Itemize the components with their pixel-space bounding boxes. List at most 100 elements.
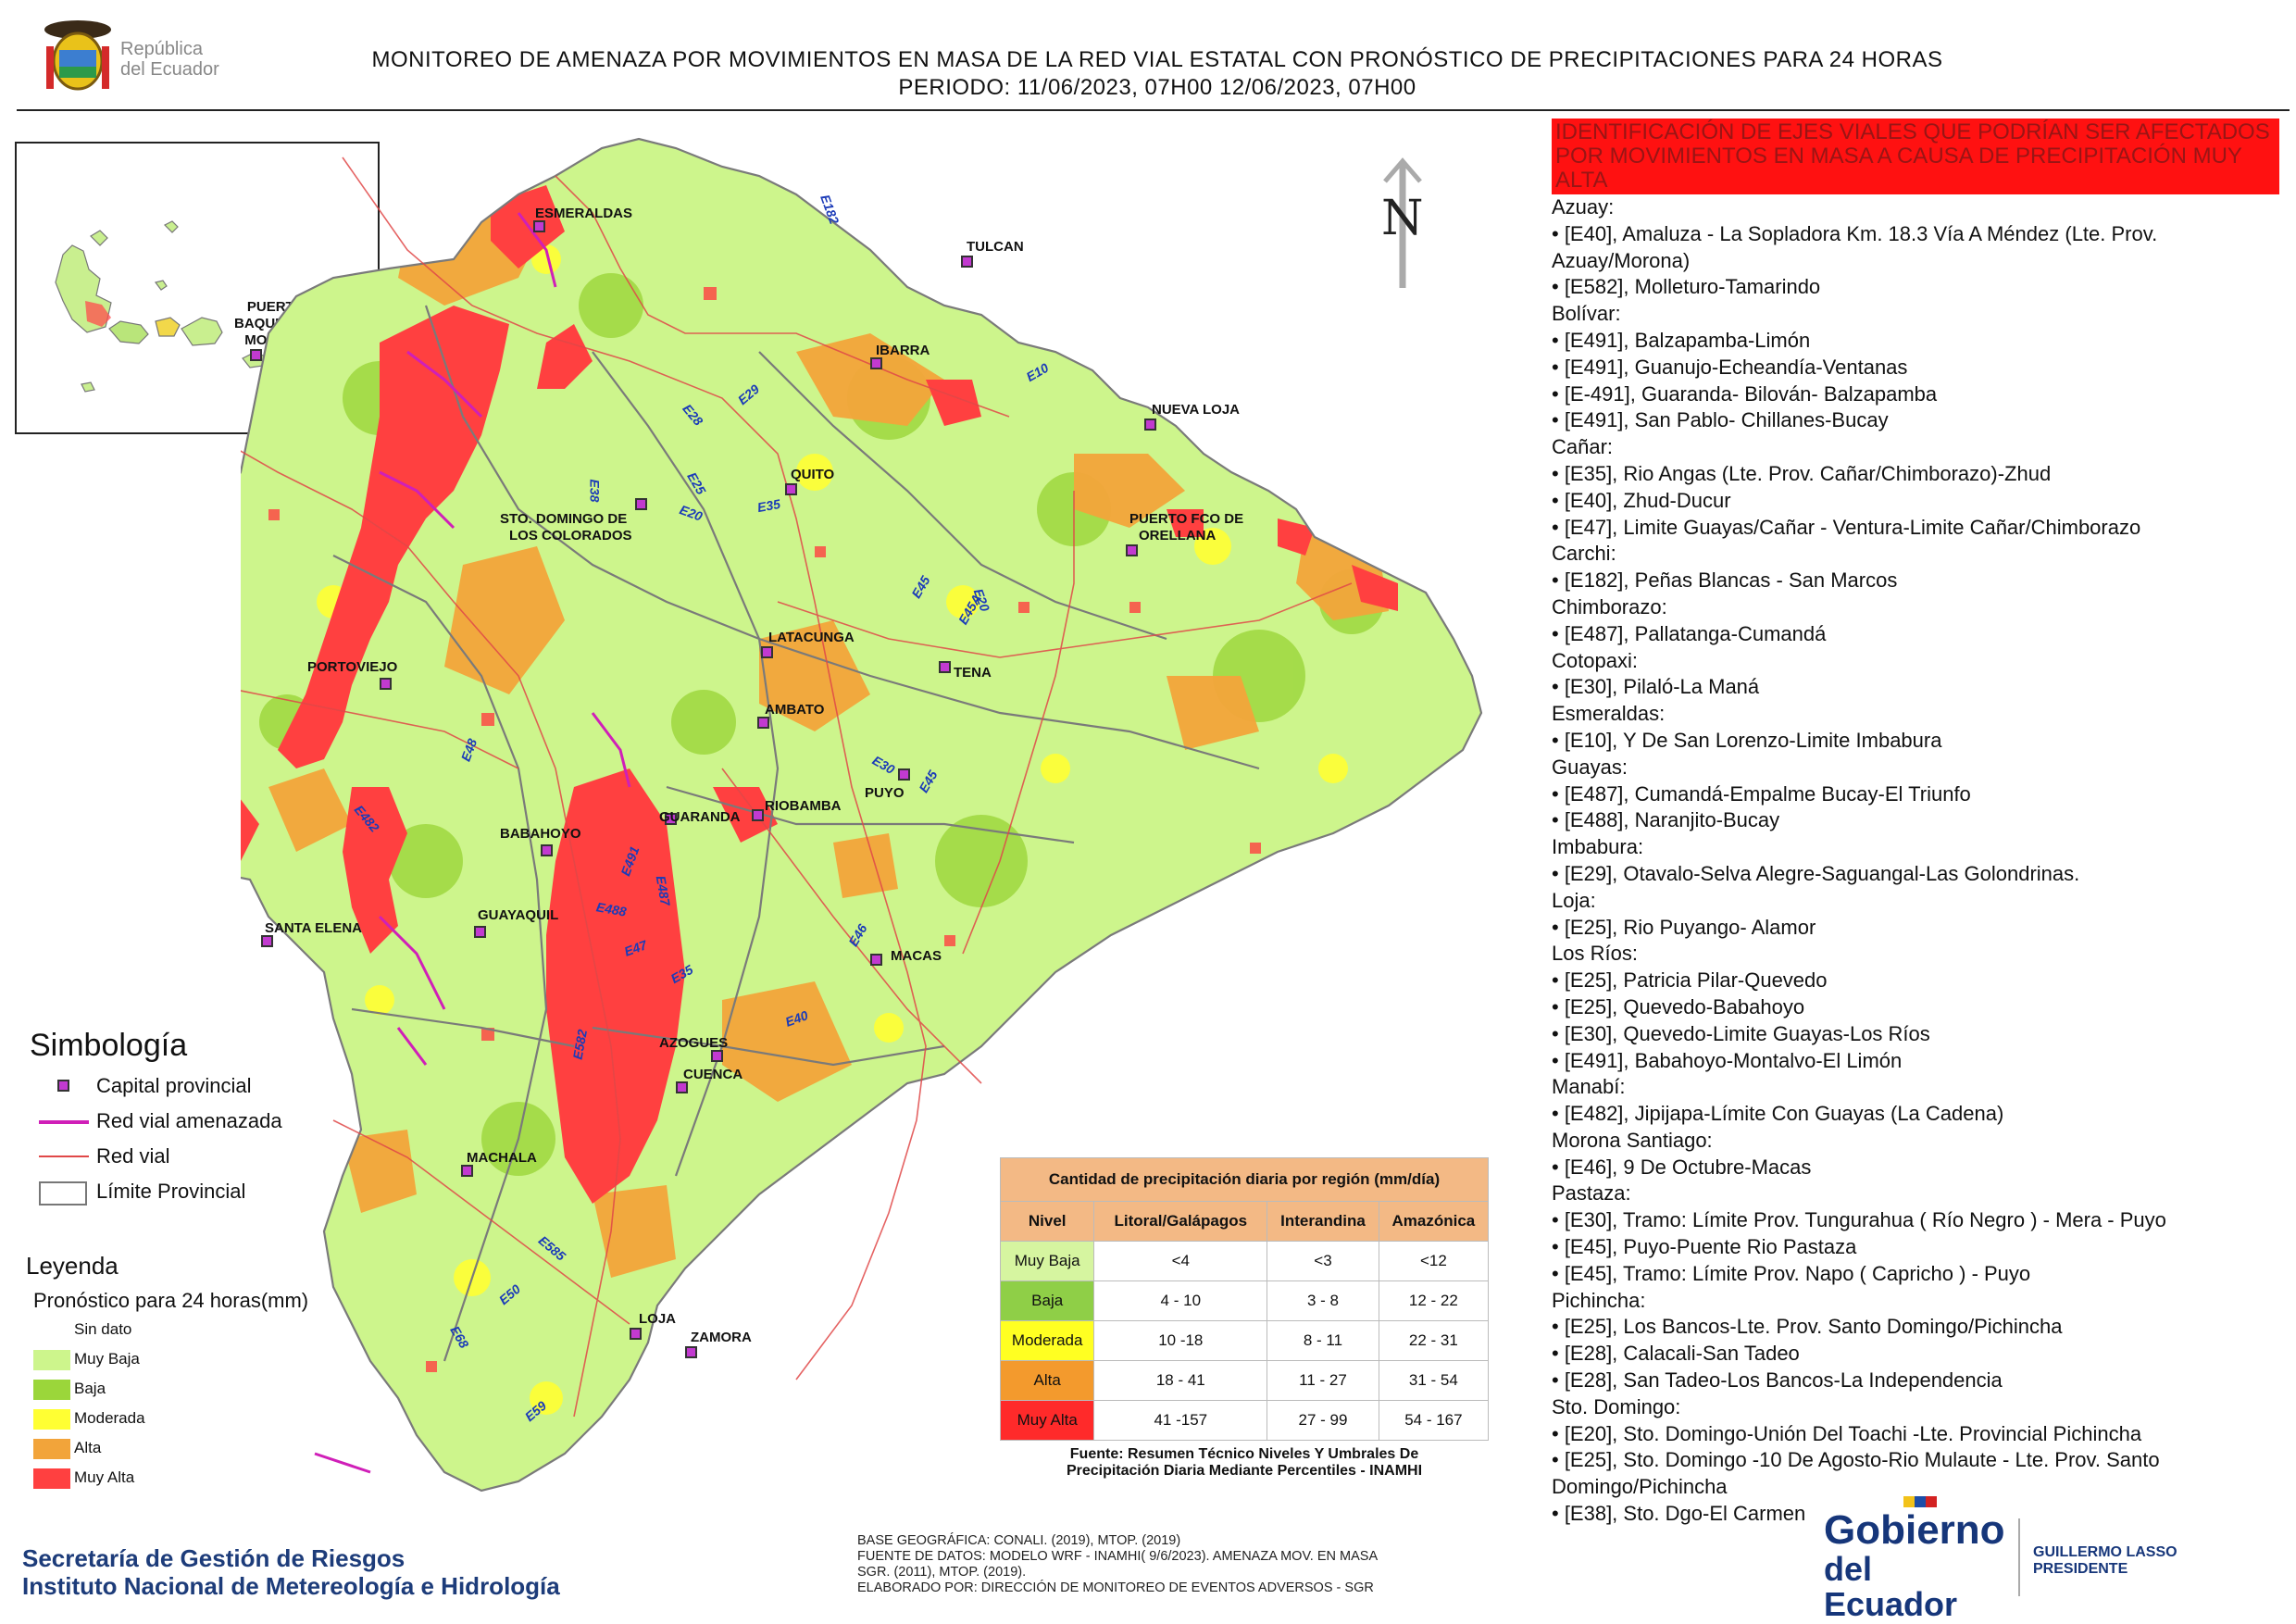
simbologia-title: Simbología [30, 1028, 188, 1063]
list-item: • [E40], Zhud-Ducur [1552, 488, 1731, 512]
list-province: Morona Santiago: [1552, 1128, 1713, 1152]
precip-source-line2: Precipitación Diaria Mediante Percentile… [1066, 1463, 1423, 1479]
footer-base-line3: SGR. (2011), MTOP. (2019). [857, 1565, 1027, 1580]
list-item: • [E25], Los Bancos-Lte. Prov. Santo Dom… [1552, 1315, 2063, 1339]
leyenda-scale: Sin dato Muy Baja Baja Moderada Alta Muy Alta [33, 1318, 311, 1504]
list-item: • [E487], Cumandá-Empalme Bucay-El Triun… [1552, 781, 1971, 806]
precip-row: Muy Baja <4 <3 <12 [999, 1241, 1490, 1281]
list-item: • [E582], Molleturo-Tamarindo [1552, 275, 1821, 299]
city-label-nueva-loja: NUEVA LOJA [1152, 402, 1241, 418]
logo-line2: del Ecuador [120, 59, 219, 80]
precip-row: Muy Alta 41 -157 27 - 99 54 - 167 [999, 1400, 1490, 1441]
precip-cell: 22 - 31 [1378, 1320, 1490, 1361]
capital-marker-azogues [711, 1050, 723, 1062]
list-item: • [E25], Rio Puyango- Alamor [1552, 915, 1816, 939]
list-province: Cañar: [1552, 435, 1614, 459]
precip-header: Amazónica [1378, 1201, 1490, 1242]
legend-road-label: Red vial [96, 1144, 170, 1168]
capital-marker-nueva-loja [1144, 418, 1156, 431]
list-item: • [E491], Guanujo-Echeandía-Ventanas [1552, 355, 1908, 379]
city-label-puyo: PUYO [865, 785, 905, 801]
capital-marker-guayaquil [474, 926, 486, 938]
north-arrow: N [1379, 154, 1426, 293]
legend-capital-marker [57, 1080, 69, 1092]
leyenda-label: Alta [74, 1439, 102, 1456]
precip-cell: 8 - 11 [1267, 1320, 1379, 1361]
precip-cell: Moderada [999, 1320, 1095, 1361]
precip-row: Moderada 10 -18 8 - 11 22 - 31 [999, 1320, 1490, 1361]
list-province: Bolívar: [1552, 302, 1621, 326]
list-item: • [E30], Quevedo-Limite Guayas-Los Ríos [1552, 1021, 1930, 1045]
capital-marker-cuenca [676, 1081, 688, 1093]
city-label-puerto-fco: PUERTO FCO DE [1129, 511, 1244, 527]
capital-marker-tulcan [961, 256, 973, 268]
precip-cell: 4 - 10 [1093, 1280, 1268, 1321]
list-province: Los Ríos: [1552, 942, 1638, 966]
precip-cell: 10 -18 [1093, 1320, 1268, 1361]
capital-marker-machala [461, 1165, 473, 1177]
page-title: MONITOREO DE AMENAZA POR MOVIMIENTOS EN … [371, 47, 1943, 72]
precip-cell: <3 [1267, 1241, 1379, 1281]
city-label-riobamba: RIOBAMBA [765, 798, 842, 814]
gobierno-line2: del Ecuador [1824, 1550, 1958, 1623]
precip-cell: 54 - 167 [1378, 1400, 1490, 1441]
city-label-ambato: AMBATO [765, 702, 825, 718]
city-label-sto-domingo: STO. DOMINGO DE [500, 511, 628, 527]
city-label-sto-domingo-2: LOS COLORADOS [509, 528, 632, 543]
road-list: Azuay: • [E40], Amaluza - La Sopladora Km… [1552, 194, 2274, 1528]
leyenda-title: Leyenda [26, 1252, 119, 1280]
gobierno-divider [2018, 1518, 2020, 1596]
president-line2: PRESIDENTE [2033, 1561, 2128, 1577]
capital-marker-guaranda [665, 813, 677, 825]
city-label-latacunga: LATACUNGA [768, 630, 855, 645]
precip-cell: Muy Baja [999, 1241, 1095, 1281]
capital-marker-latacunga [761, 646, 773, 658]
list-item: • [E491], Babahoyo-Montalvo-El Limón [1552, 1048, 1903, 1072]
city-label-zamora: ZAMORA [691, 1330, 752, 1345]
precip-cell: 41 -157 [1093, 1400, 1268, 1441]
city-label-azogues: AZOGUES [659, 1035, 729, 1051]
list-item: • [E182], Peñas Blancas - San Marcos [1552, 568, 1898, 593]
precip-table-wrap: Cantidad de precipitación diaria por reg… [999, 1157, 1490, 1480]
list-item: • [E25], Patricia Pilar-Quevedo [1552, 968, 1828, 993]
leyenda-swatch [33, 1409, 70, 1430]
capital-marker-sto-domingo [635, 498, 647, 510]
legend-limit-swatch [39, 1181, 87, 1206]
list-header: IDENTIFICACIÓN DE EJES VIALES QUE PODRÍA… [1552, 119, 2279, 194]
list-province: Pichincha: [1552, 1288, 1646, 1312]
list-province: Domingo/Pichincha [1552, 1475, 1728, 1499]
legend-threatened-road-line [39, 1120, 89, 1124]
gobierno-logo: Gobierno del Ecuador [1824, 1496, 2009, 1622]
city-label-tena: TENA [954, 665, 992, 681]
precip-header: Litoral/Galápagos [1093, 1201, 1268, 1242]
precip-cell: 18 - 41 [1093, 1360, 1268, 1401]
list-item: • [E28], Calacali-San Tadeo [1552, 1342, 1800, 1366]
precip-table: Cantidad de precipitación diaria por reg… [999, 1157, 1490, 1441]
org-line1: Secretaría de Gestión de Riesgos [22, 1544, 406, 1572]
list-province: Cotopaxi: [1552, 648, 1638, 672]
precip-table-title: Cantidad de precipitación diaria por reg… [1000, 1157, 1489, 1202]
list-item: • [E25], Quevedo-Babahoyo [1552, 994, 1805, 1018]
list-item: • [E28], San Tadeo-Los Bancos-La Indepen… [1552, 1368, 2003, 1393]
city-label-macas: MACAS [891, 948, 942, 964]
capital-marker-santa-elena [261, 935, 273, 947]
city-label-ibarra: IBARRA [876, 343, 930, 358]
capital-marker-puerto-fco [1126, 544, 1138, 556]
list-item: • [E10], Y De San Lorenzo-Limite Imbabur… [1552, 728, 1942, 752]
coat-of-arms-logo [33, 9, 122, 98]
list-item: • [E38], Sto. Dgo-El Carmen [1552, 1502, 1806, 1526]
capital-marker-riobamba [752, 809, 764, 821]
legend-capital-label: Capital provincial [96, 1074, 252, 1097]
city-label-quito: QUITO [791, 467, 835, 482]
list-province: Pastaza: [1552, 1181, 1631, 1206]
list-province: Imbabura: [1552, 835, 1644, 859]
provincial-limits [137, 137, 1483, 1493]
list-item: • [E482], Jipijapa-Límite Con Guayas (La… [1552, 1102, 2004, 1126]
list-province: Carchi: [1552, 542, 1616, 566]
leyenda-swatch [33, 1320, 70, 1341]
precip-cell: Alta [999, 1360, 1095, 1401]
capital-marker-puyo [898, 768, 910, 781]
list-province: Guayas: [1552, 755, 1628, 779]
list-item: • [E45], Puyo-Puente Rio Pastaza [1552, 1235, 1857, 1259]
city-label-guaranda: GUARANDA [659, 809, 741, 825]
